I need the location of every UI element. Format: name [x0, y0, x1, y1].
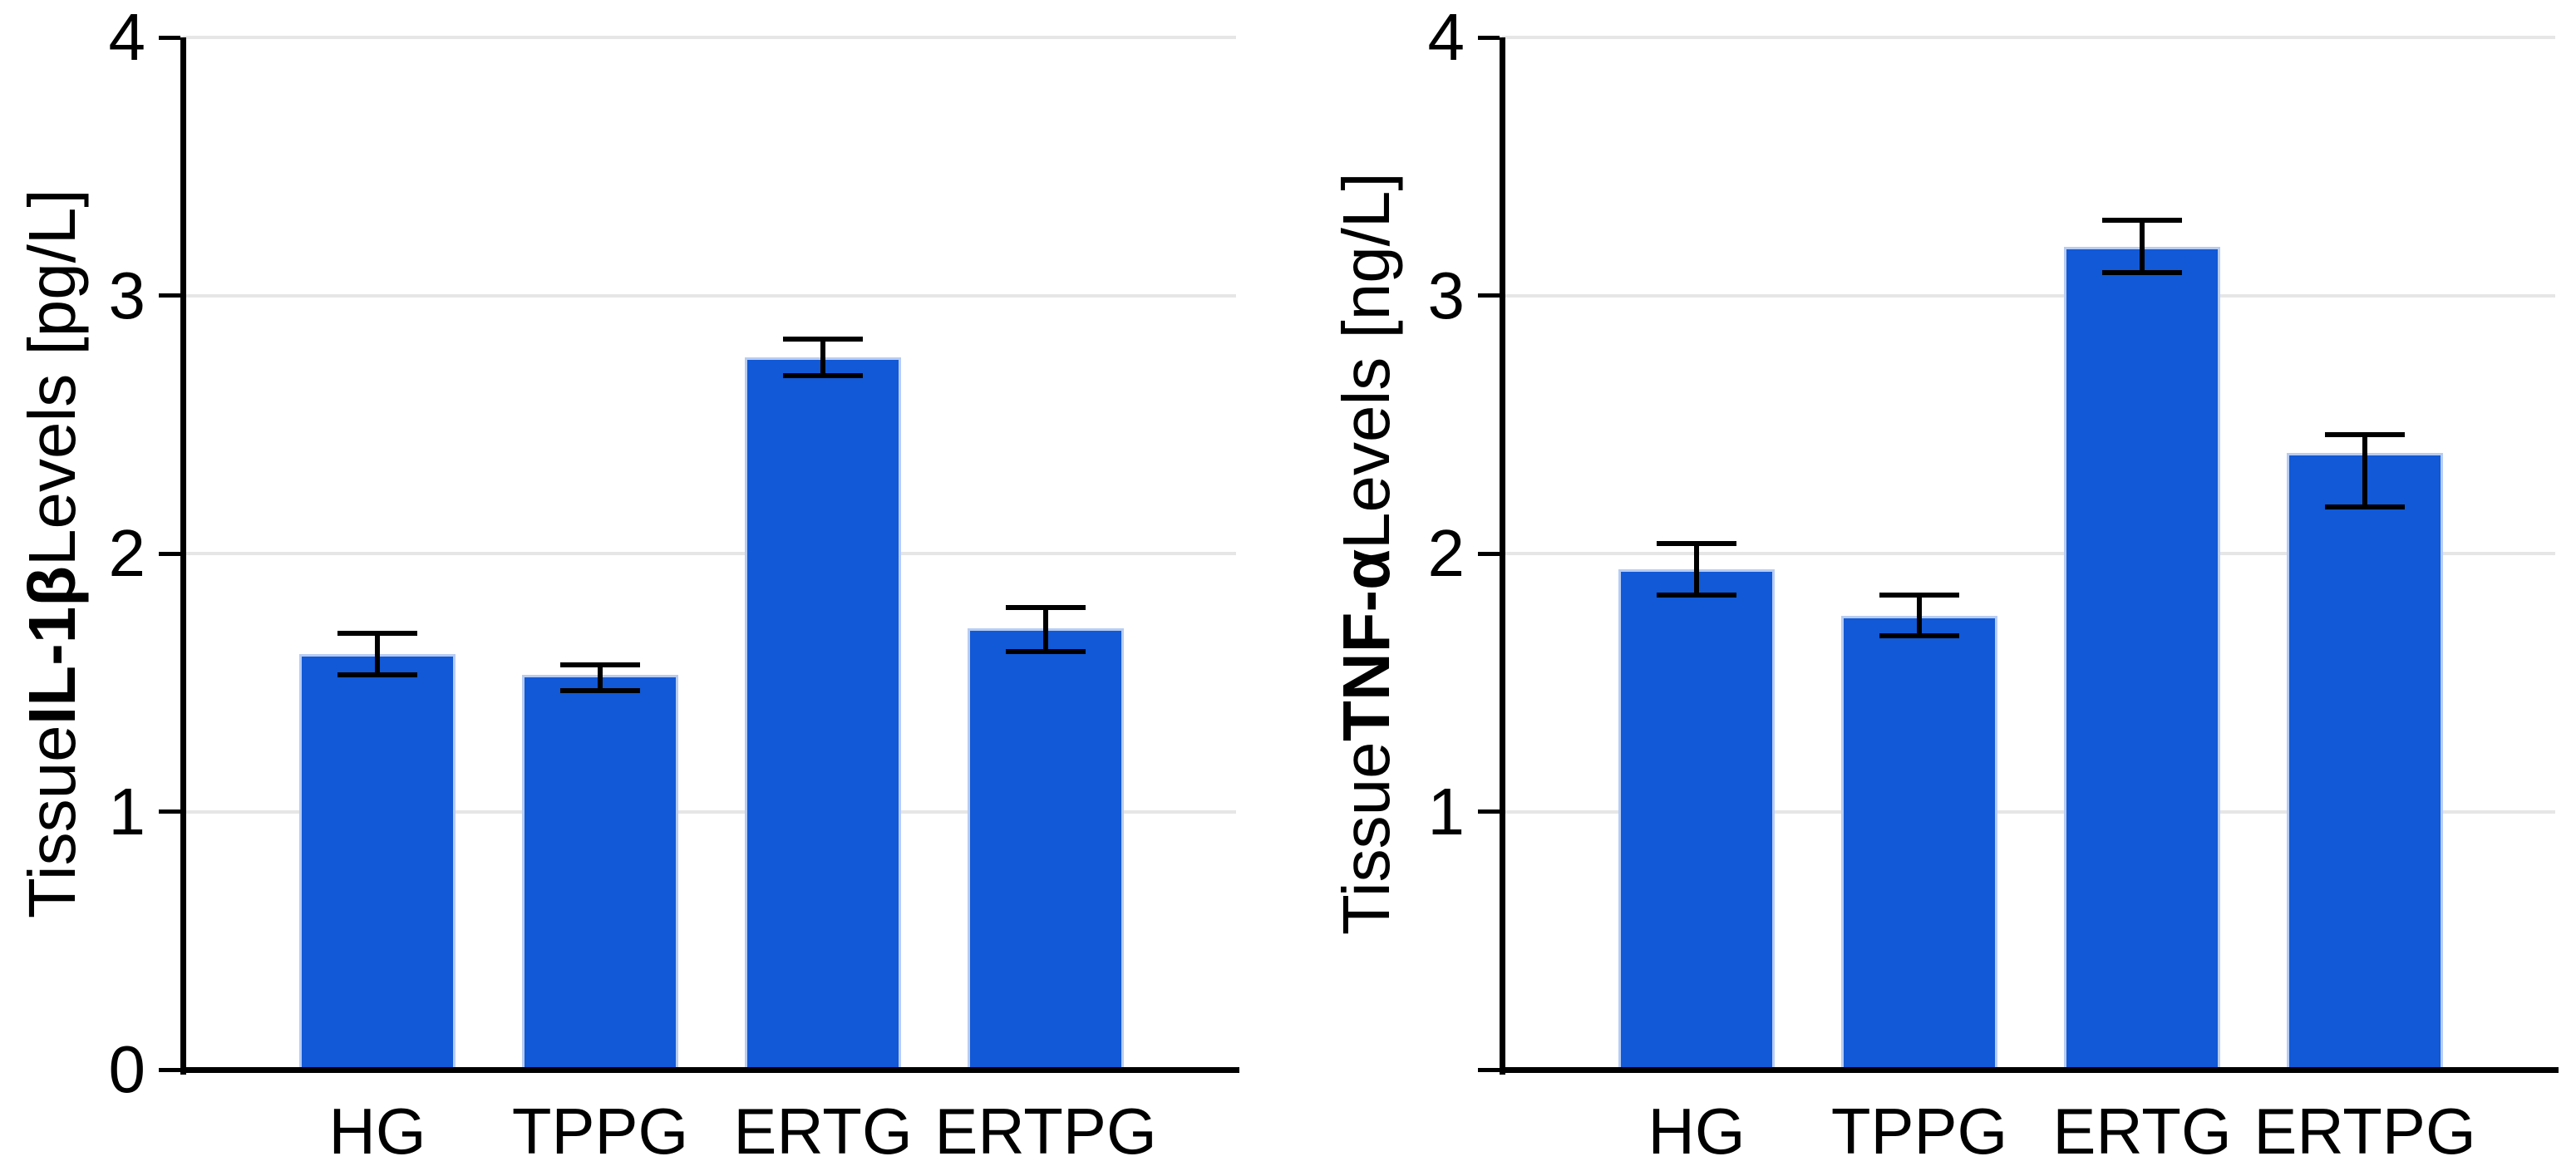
error-cap-top-ERTG: [2102, 218, 2182, 224]
error-bar-ERTG: [2140, 220, 2145, 273]
y-axis-label-suffix: Levels [pg/L]: [15, 189, 89, 566]
y-axis-label-cytokine: IL-1β: [15, 565, 89, 726]
x-tick-label-TPPG: TPPG: [1830, 1095, 2008, 1168]
error-bar-ERTPG: [1043, 608, 1048, 652]
y-tick-4: [1478, 35, 1500, 40]
error-cap-top-HG: [337, 631, 417, 637]
y-tick-label-1: 1: [1427, 774, 1465, 849]
y-gridline-3: [183, 293, 1236, 298]
bar-ERTG: [2064, 246, 2220, 1070]
y-tick-label-4: 4: [1427, 0, 1465, 74]
x-tick-label-TPPG: TPPG: [511, 1095, 689, 1168]
y-gridline-4: [1502, 36, 2555, 39]
bar-HG: [299, 654, 456, 1070]
y-tick-label-2: 2: [108, 516, 146, 590]
y-tick-label-3: 3: [108, 258, 146, 332]
y-axis-line: [1500, 37, 1505, 1075]
y-tick-label-2: 2: [1427, 516, 1465, 590]
error-bar-TPPG: [598, 664, 603, 691]
y-gridline-1: [183, 809, 1236, 814]
error-cap-top-ERTPG: [1006, 605, 1086, 611]
bar-ERTPG: [968, 628, 1124, 1070]
y-tick-3: [1478, 293, 1500, 298]
y-tick-2: [159, 551, 180, 556]
bar-HG: [1618, 568, 1775, 1070]
x-tick-label-ERTPG: ERTPG: [934, 1095, 1157, 1168]
y-tick-3: [159, 293, 180, 298]
error-cap-bottom-ERTG: [2102, 269, 2182, 275]
y-axis-line: [180, 37, 186, 1075]
bar-TPPG: [1841, 615, 1997, 1070]
y-gridline-2: [1502, 552, 2555, 555]
error-cap-bottom-ERTPG: [2325, 504, 2405, 510]
bar-TPPG: [522, 674, 678, 1070]
chart-tnfa: Tissue TNF-α Levels [ng/L] 1 2 3 4 HG TPPG ERT…: [1288, 0, 2576, 1176]
y-tick-label-1: 1: [108, 774, 146, 849]
chart-il1b: Tissue IL-1β Levels [pg/L] 0 1 2 3 4 HG TPPG ER…: [15, 0, 1239, 1168]
error-cap-top-TPPG: [560, 662, 640, 667]
error-cap-top-HG: [1657, 540, 1736, 546]
x-tick-label-ERTG: ERTG: [2052, 1095, 2232, 1168]
y-tick-label-4: 4: [108, 0, 146, 74]
error-cap-top-ERTG: [783, 337, 863, 342]
error-cap-bottom-HG: [337, 672, 417, 677]
y-axis-label-suffix: Levels [ng/L]: [1329, 172, 1403, 549]
error-cap-bottom-ERTG: [783, 372, 863, 378]
error-cap-bottom-TPPG: [560, 687, 640, 693]
y-tick-4: [159, 35, 180, 40]
error-bar-HG: [375, 633, 380, 675]
error-bar-HG: [1694, 543, 1699, 595]
x-axis-line: [180, 1067, 1239, 1073]
error-cap-top-ERTPG: [2325, 432, 2405, 438]
y-tick-label-3: 3: [1427, 258, 1465, 332]
y-tick-0: [1478, 1067, 1500, 1072]
y-gridline-4: [183, 36, 1236, 39]
error-cap-bottom-ERTPG: [1006, 648, 1086, 654]
x-tick-label-HG: HG: [328, 1095, 426, 1168]
error-bar-ERTPG: [2362, 435, 2367, 508]
y-tick-1: [159, 809, 180, 814]
bar-ERTPG: [2287, 452, 2443, 1070]
y-gridline-2: [183, 552, 1236, 555]
y-gridline-1: [1502, 809, 2555, 814]
x-tick-label-ERTPG: ERTPG: [2253, 1095, 2476, 1168]
error-cap-bottom-TPPG: [1879, 633, 1959, 639]
error-cap-top-TPPG: [1879, 592, 1959, 598]
error-cap-bottom-HG: [1657, 592, 1736, 598]
y-tick-1: [1478, 809, 1500, 814]
error-bar-ERTG: [820, 339, 825, 376]
error-bar-TPPG: [1917, 594, 1922, 637]
x-tick-label-HG: HG: [1648, 1095, 1746, 1168]
x-tick-label-ERTG: ERTG: [733, 1095, 913, 1168]
y-tick-0: [159, 1067, 180, 1072]
y-tick-label-0: 0: [108, 1032, 146, 1106]
y-tick-2: [1478, 551, 1500, 556]
y-gridline-3: [1502, 293, 2555, 298]
bar-ERTG: [745, 357, 901, 1070]
x-axis-line: [1500, 1067, 2559, 1073]
